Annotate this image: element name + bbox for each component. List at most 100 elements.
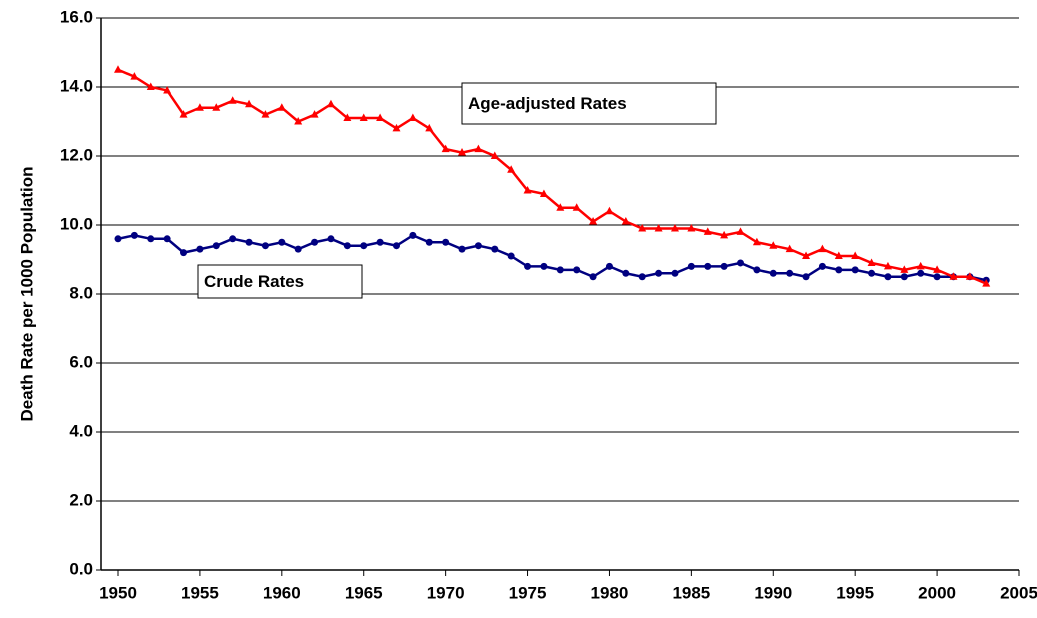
- marker: [917, 269, 925, 277]
- marker: [442, 238, 450, 246]
- marker: [441, 144, 450, 153]
- y-tick-label: 0.0: [69, 559, 93, 578]
- x-tick-label: 1995: [836, 583, 874, 602]
- marker: [868, 269, 876, 277]
- marker: [114, 65, 122, 73]
- marker: [605, 206, 614, 215]
- marker: [524, 262, 532, 270]
- marker: [900, 265, 909, 273]
- marker: [425, 123, 434, 132]
- marker: [163, 235, 171, 243]
- marker: [737, 259, 745, 267]
- marker: [474, 144, 483, 153]
- x-tick-label: 1965: [345, 583, 383, 602]
- marker: [195, 103, 204, 111]
- marker: [654, 223, 663, 232]
- marker: [228, 96, 237, 104]
- marker: [458, 245, 466, 253]
- marker: [752, 237, 761, 246]
- marker: [376, 113, 385, 122]
- x-tick-label: 1955: [181, 583, 219, 602]
- marker: [130, 72, 139, 80]
- marker: [490, 151, 499, 159]
- marker: [572, 203, 581, 211]
- marker: [703, 227, 712, 235]
- marker: [638, 273, 646, 281]
- x-tick-label: 1990: [754, 583, 792, 602]
- marker: [982, 279, 991, 287]
- y-tick-label: 16.0: [60, 7, 93, 26]
- marker: [704, 262, 712, 270]
- marker: [327, 235, 335, 243]
- x-tick-label: 2005: [1000, 583, 1037, 602]
- x-tick-label: 1960: [263, 583, 301, 602]
- marker: [556, 203, 565, 211]
- marker: [114, 235, 122, 243]
- marker: [261, 110, 270, 118]
- y-tick-label: 4.0: [69, 421, 93, 440]
- marker: [294, 245, 302, 253]
- marker: [245, 99, 254, 108]
- marker: [786, 269, 794, 277]
- marker: [523, 186, 532, 194]
- marker: [867, 258, 876, 266]
- x-tick-label: 1980: [591, 583, 629, 602]
- marker: [835, 266, 843, 274]
- marker: [589, 273, 597, 281]
- marker: [621, 217, 630, 225]
- marker: [179, 110, 188, 118]
- marker: [818, 262, 826, 270]
- marker: [851, 251, 860, 260]
- annotation-box: [197, 264, 363, 299]
- marker: [638, 223, 647, 232]
- marker: [311, 238, 319, 246]
- marker: [818, 244, 827, 253]
- marker: [556, 266, 564, 274]
- marker: [753, 266, 761, 274]
- y-axis-label: Death Rate per 1000 Population: [17, 166, 36, 421]
- marker: [507, 165, 516, 173]
- annotation: Age-adjusted Rates: [468, 94, 627, 113]
- marker: [949, 272, 958, 280]
- marker: [376, 238, 384, 246]
- marker: [655, 269, 663, 277]
- marker: [573, 266, 581, 274]
- marker: [147, 235, 155, 243]
- marker: [458, 148, 467, 156]
- marker: [310, 110, 319, 118]
- y-tick-label: 12.0: [60, 145, 93, 164]
- marker: [769, 241, 778, 249]
- marker: [277, 103, 286, 111]
- marker: [933, 273, 941, 281]
- marker: [802, 273, 810, 281]
- marker: [671, 269, 679, 277]
- marker: [343, 242, 351, 250]
- marker: [408, 113, 417, 122]
- marker: [802, 251, 811, 260]
- marker: [212, 242, 220, 250]
- marker: [278, 238, 286, 246]
- marker: [933, 265, 942, 273]
- marker: [507, 252, 515, 260]
- marker: [392, 242, 400, 250]
- x-tick-label: 2000: [918, 583, 956, 602]
- marker: [163, 85, 172, 94]
- marker: [360, 242, 368, 250]
- marker: [425, 238, 433, 246]
- marker: [900, 273, 908, 281]
- marker: [130, 231, 138, 239]
- marker: [736, 227, 745, 235]
- marker: [670, 223, 679, 232]
- x-tick-label: 1985: [672, 583, 710, 602]
- marker: [883, 261, 892, 270]
- marker: [720, 230, 729, 239]
- marker: [687, 262, 695, 270]
- marker: [785, 244, 794, 253]
- marker: [326, 99, 335, 108]
- marker: [409, 231, 417, 239]
- x-tick-label: 1975: [509, 583, 547, 602]
- marker: [392, 123, 401, 132]
- marker: [540, 262, 548, 270]
- marker: [916, 261, 925, 270]
